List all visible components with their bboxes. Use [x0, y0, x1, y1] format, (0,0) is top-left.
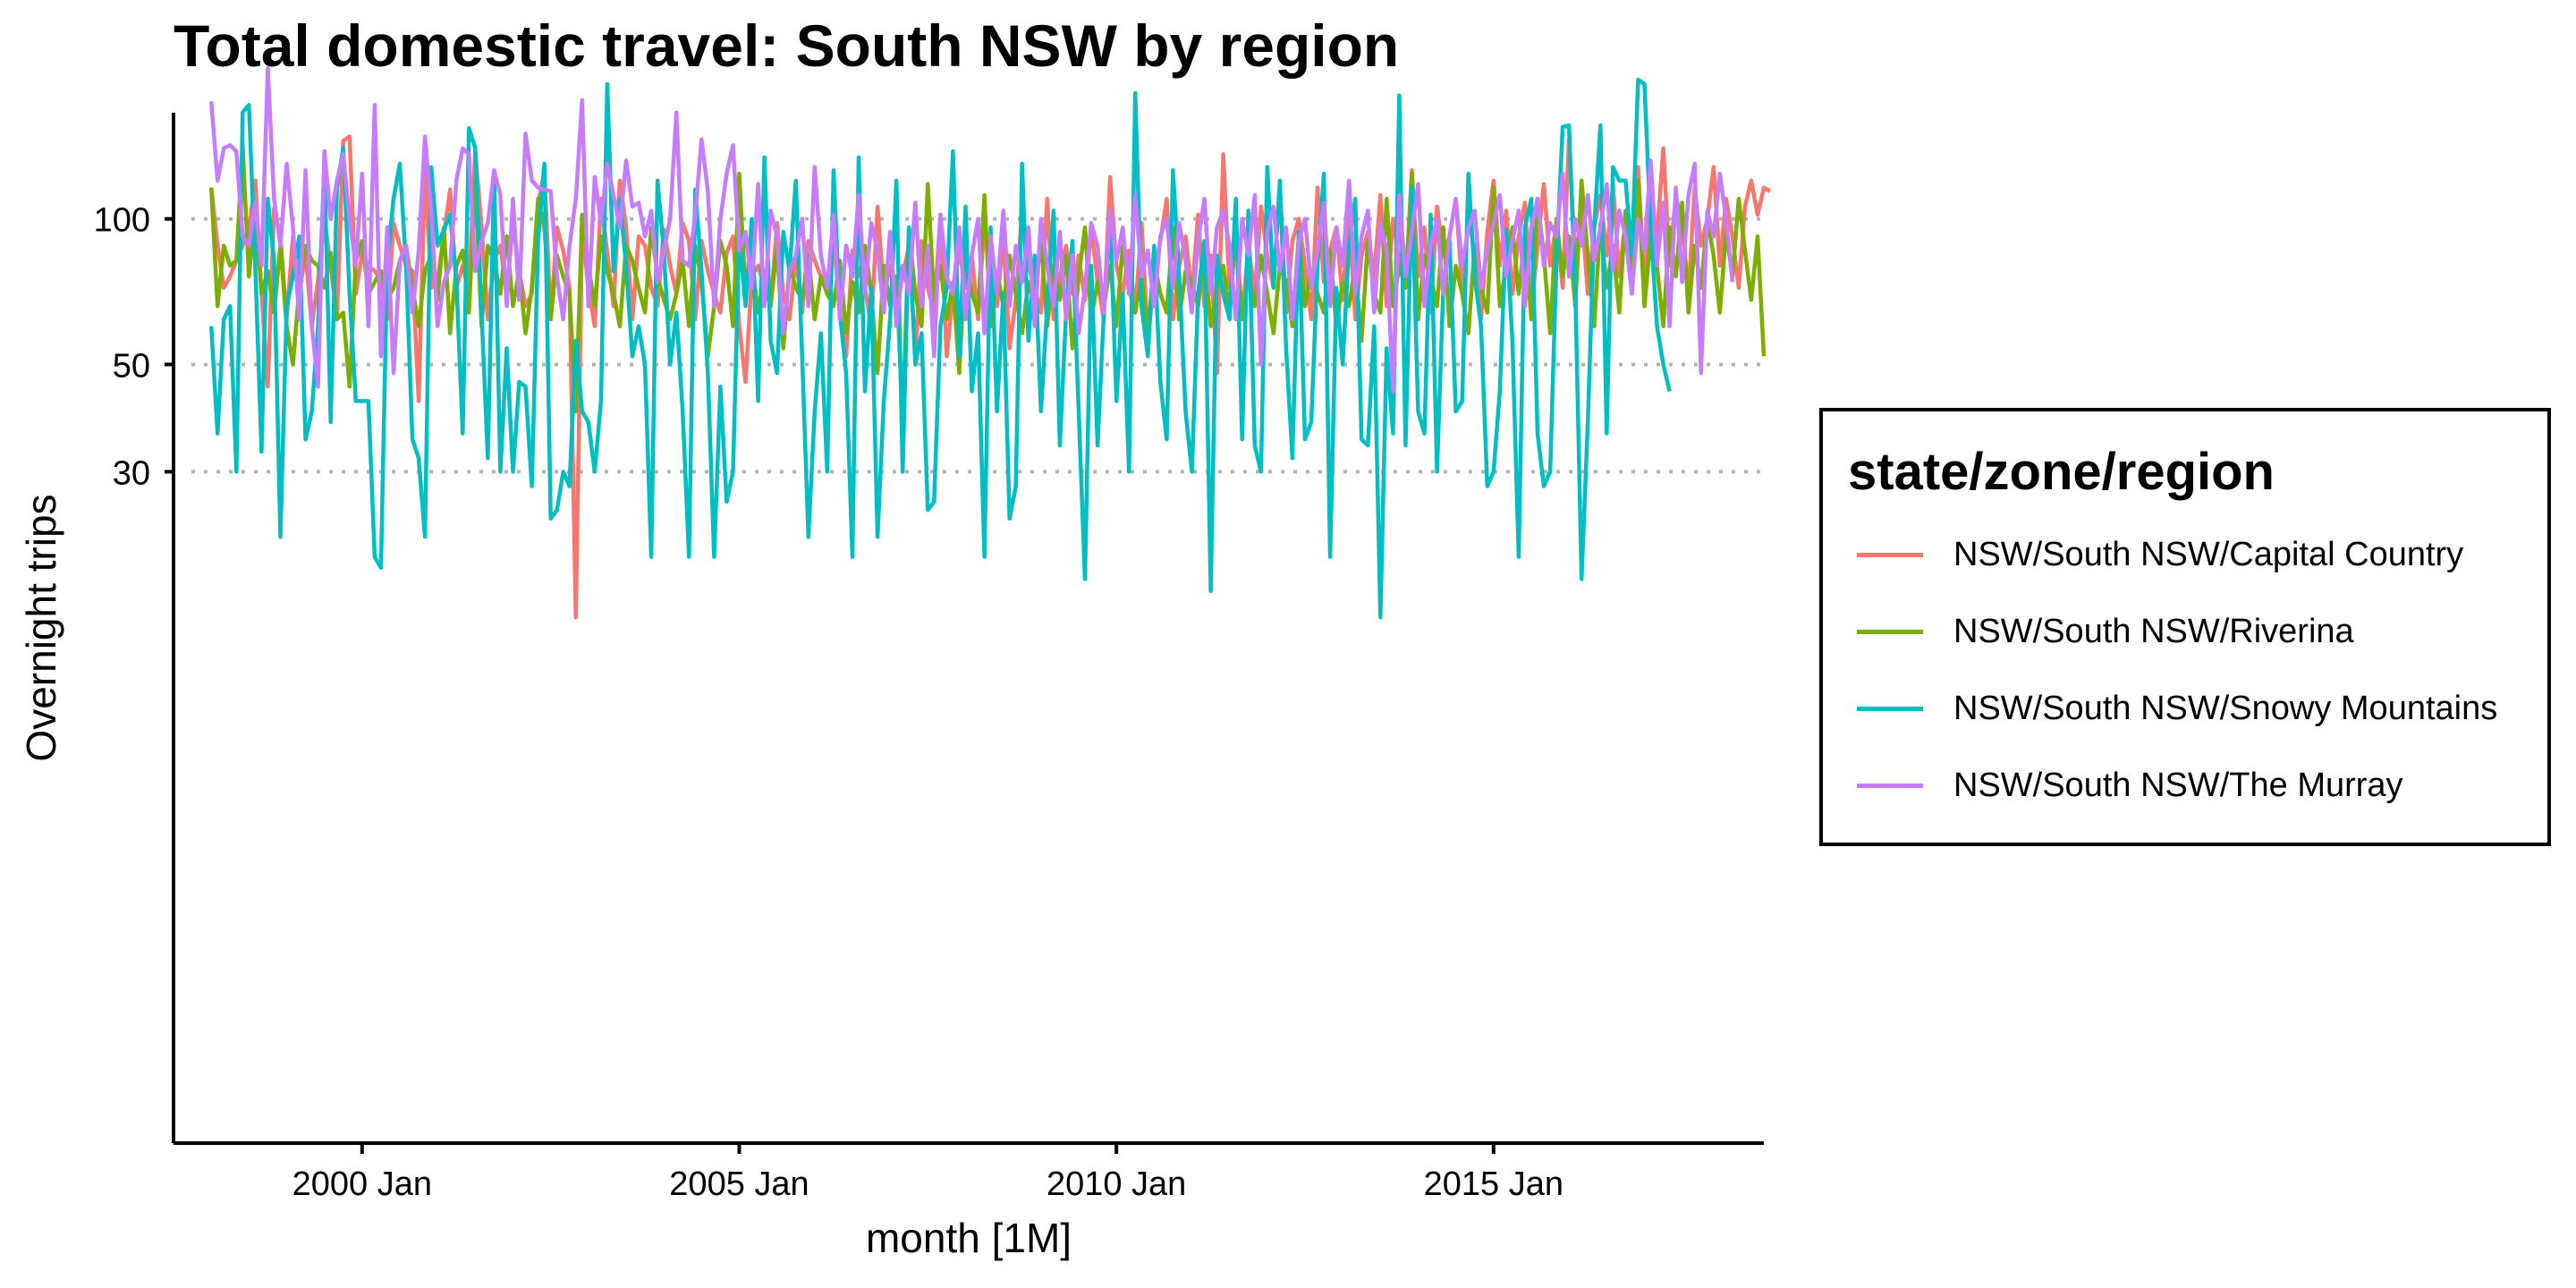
x-axis-ticks: 2000 Jan 2005 Jan 2010 Jan 2015 Jan: [292, 1143, 1563, 1203]
legend-key-the-murray: [1857, 783, 1923, 788]
legend-key-capital-country: [1857, 552, 1923, 557]
legend-label-the-murray: NSW/South NSW/The Murray: [1953, 766, 2403, 804]
legend-label-capital-country: NSW/South NSW/Capital Country: [1953, 535, 2464, 573]
x-tick-label-2000-01: 2000 Jan: [292, 1165, 432, 1203]
x-tick-label-2005-01: 2005 Jan: [669, 1165, 809, 1203]
y-tick-label-30: 30: [113, 454, 150, 492]
legend-key-riverina: [1857, 629, 1923, 634]
y-tick-label-100: 100: [94, 202, 150, 240]
y-axis-title: Overnight trips: [18, 494, 64, 761]
x-axis-title: month [1M]: [866, 1215, 1072, 1261]
legend-item-the-murray: NSW/South NSW/The Murray: [1857, 758, 2403, 812]
legend-item-capital-country: NSW/South NSW/Capital Country: [1857, 528, 2463, 581]
x-tick-label-2010-01: 2010 Jan: [1046, 1165, 1186, 1203]
legend-item-riverina: NSW/South NSW/Riverina: [1857, 605, 2354, 658]
series-line-4: [208, 65, 1735, 394]
legend-item-snowy-mountains: NSW/South NSW/Snowy Mountains: [1857, 682, 2497, 735]
y-tick-label-50: 50: [113, 347, 150, 385]
legend-label-snowy-mountains: NSW/South NSW/Snowy Mountains: [1953, 689, 2498, 727]
legend-label-riverina: NSW/South NSW/Riverina: [1953, 612, 2354, 650]
x-tick-label-2015-01: 2015 Jan: [1424, 1165, 1563, 1203]
legend: state/zone/region NSW/South NSW/Capital …: [1819, 408, 2551, 846]
y-axis-ticks: 30 50 100: [94, 202, 174, 492]
legend-title: state/zone/region: [1848, 443, 2275, 501]
legend-key-snowy-mountains: [1857, 706, 1923, 711]
chart-title: Total domestic travel: South NSW by regi…: [174, 13, 1399, 79]
series-lines: [208, 65, 1772, 620]
series-line-3: [208, 77, 1672, 620]
